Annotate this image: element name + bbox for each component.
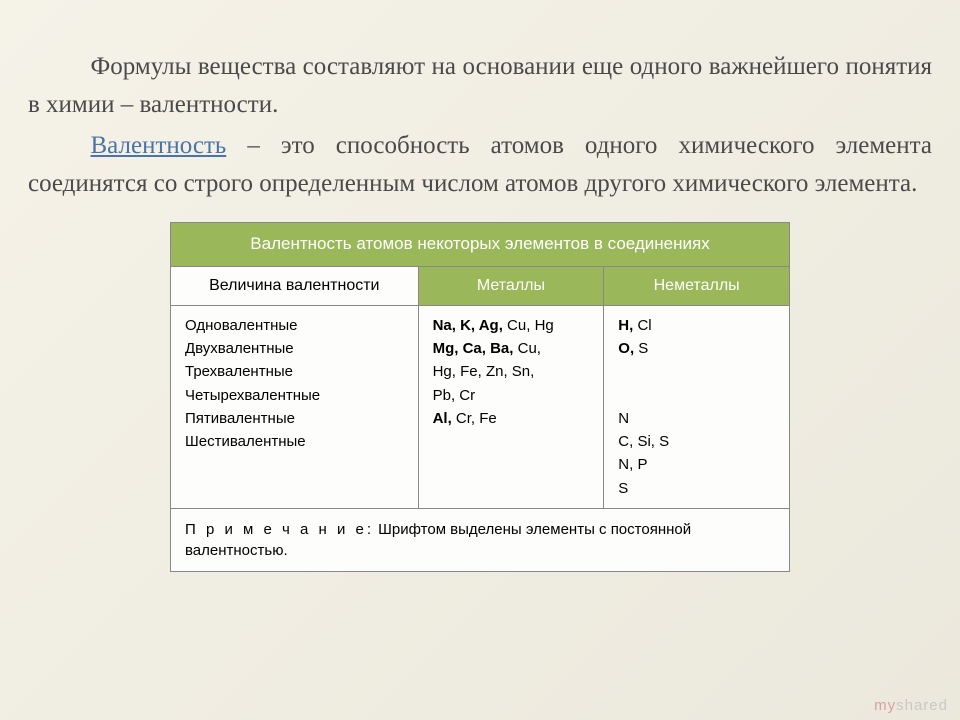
header-col1: Величина валентности xyxy=(171,266,419,305)
cell-nonmetals: H, ClO, S NC, Si, SN, PS xyxy=(604,305,790,508)
header-col3: Неметаллы xyxy=(604,266,790,305)
table-header-row: Величина валентности Металлы Неметаллы xyxy=(171,266,790,305)
valency-table-wrap: Валентность атомов некоторых элементов в… xyxy=(170,222,790,572)
watermark-shared: shared xyxy=(896,697,948,714)
intro-paragraph-2: Валентность – это способность атомов одн… xyxy=(28,127,932,202)
table-title: Валентность атомов некоторых элементов в… xyxy=(171,223,790,267)
intro-paragraph-1: Формулы вещества составляют на основании… xyxy=(28,48,932,123)
table-note-row: П р и м е ч а н и е: Шрифтом выделены эл… xyxy=(171,508,790,571)
header-col2: Металлы xyxy=(418,266,604,305)
cell-note: П р и м е ч а н и е: Шрифтом выделены эл… xyxy=(171,508,790,571)
cell-metals: Na, K, Ag, Cu, HgMg, Ca, Ba, Cu,Hg, Fe, … xyxy=(418,305,604,508)
watermark: myshared xyxy=(874,697,948,714)
watermark-my: my xyxy=(874,697,896,714)
valency-table: Валентность атомов некоторых элементов в… xyxy=(170,222,790,572)
cell-valence-labels: ОдновалентныеДвухвалентныеТрехвалентныеЧ… xyxy=(171,305,419,508)
note-label: П р и м е ч а н и е: xyxy=(185,521,374,538)
term-valency: Валентность xyxy=(91,132,227,159)
table-body-row: ОдновалентныеДвухвалентныеТрехвалентныеЧ… xyxy=(171,305,790,508)
